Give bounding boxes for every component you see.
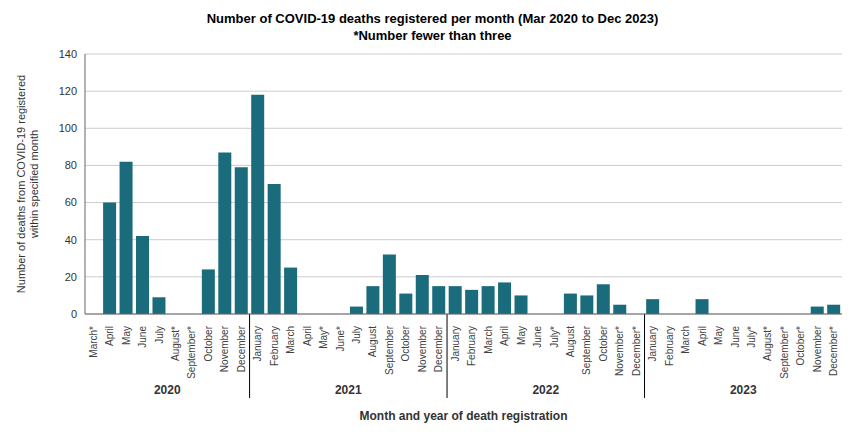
- svg-text:June: June: [730, 326, 741, 348]
- svg-text:August: August: [367, 326, 378, 357]
- svg-text:January: January: [647, 326, 658, 362]
- svg-text:October: October: [203, 325, 214, 361]
- svg-text:Number of deaths from COVID-19: Number of deaths from COVID-19 registere…: [15, 75, 40, 293]
- svg-text:March: March: [285, 326, 296, 354]
- svg-text:December: December: [433, 325, 444, 372]
- svg-text:120: 120: [59, 85, 77, 97]
- svg-text:July: July: [154, 326, 165, 344]
- svg-text:December*: December*: [631, 326, 642, 376]
- svg-text:July*: July*: [549, 326, 560, 348]
- html-text:Number of COVID-19 deaths regi: Number of COVID-19 deaths registered per…: [206, 11, 659, 26]
- svg-text:September: September: [384, 325, 395, 375]
- svg-text:March: March: [483, 326, 494, 354]
- svg-text:140: 140: [59, 48, 77, 60]
- svg-text:June*: June*: [335, 326, 346, 352]
- svg-text:20: 20: [65, 271, 77, 283]
- svg-text:July*: July*: [746, 326, 757, 348]
- svg-text:June: June: [137, 326, 148, 348]
- svg-text:August: August: [565, 326, 576, 357]
- svg-text:August*: August*: [170, 326, 181, 361]
- svg-text:2020: 2020: [154, 383, 181, 397]
- svg-text:2022: 2022: [532, 383, 559, 397]
- svg-text:October: October: [598, 325, 609, 361]
- svg-text:November: November: [219, 325, 230, 372]
- svg-text:September: September: [581, 325, 592, 375]
- svg-text:September*: September*: [186, 326, 197, 379]
- svg-text:November: November: [812, 325, 823, 372]
- svg-text:January: January: [252, 326, 263, 362]
- svg-text:February: February: [664, 326, 675, 366]
- svg-text:December*: December*: [828, 326, 839, 376]
- svg-text:October*: October*: [795, 326, 806, 366]
- svg-text:March*: March*: [88, 326, 99, 358]
- svg-text:May: May: [121, 326, 132, 345]
- svg-text:July: July: [351, 326, 362, 344]
- svg-text:November*: November*: [614, 326, 625, 376]
- html-text:*Number fewer than three: *Number fewer than three: [353, 28, 512, 43]
- svg-text:April: April: [302, 326, 313, 346]
- svg-text:June: June: [532, 326, 543, 348]
- svg-text:August*: August*: [762, 326, 773, 361]
- svg-text:March: March: [680, 326, 691, 354]
- svg-text:April: April: [697, 326, 708, 346]
- svg-text:May*: May*: [318, 326, 329, 349]
- svg-text:May: May: [516, 326, 527, 345]
- svg-text:May: May: [713, 326, 724, 345]
- svg-text:December: December: [236, 325, 247, 372]
- svg-text:Month and year of death regist: Month and year of death registration: [359, 409, 567, 423]
- svg-text:80: 80: [65, 159, 77, 171]
- svg-text:2023: 2023: [730, 383, 757, 397]
- svg-text:April: April: [104, 326, 115, 346]
- svg-text:February: February: [269, 326, 280, 366]
- svg-text:100: 100: [59, 122, 77, 134]
- svg-text:April: April: [499, 326, 510, 346]
- svg-text:February: February: [466, 326, 477, 366]
- svg-text:2021: 2021: [335, 383, 362, 397]
- svg-text:40: 40: [65, 234, 77, 246]
- svg-text:September*: September*: [779, 326, 790, 379]
- svg-text:January: January: [450, 326, 461, 362]
- svg-text:October: October: [400, 325, 411, 361]
- svg-text:November: November: [417, 325, 428, 372]
- svg-text:60: 60: [65, 196, 77, 208]
- svg-text:0: 0: [71, 308, 77, 320]
